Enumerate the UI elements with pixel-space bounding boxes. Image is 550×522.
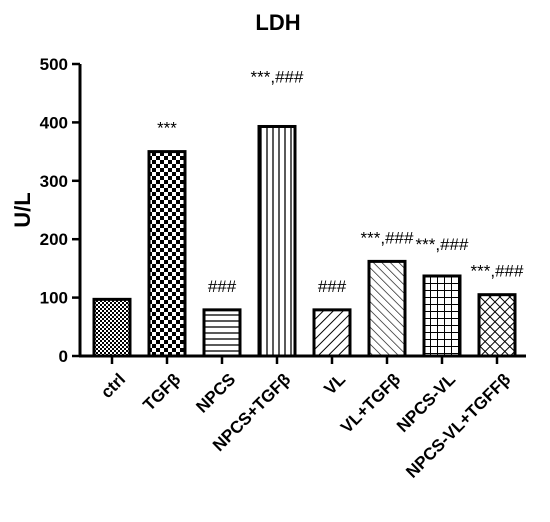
- category-label: ctrl: [97, 370, 129, 402]
- bars: [92, 124, 517, 358]
- bar-2: [202, 308, 242, 358]
- bar-6: [422, 274, 462, 358]
- chart-title: LDH: [255, 10, 300, 35]
- y-axis-label: U/L: [10, 192, 35, 227]
- significance-label: ***,###: [251, 67, 304, 86]
- category-label: VL: [320, 370, 349, 399]
- y-tick-label: 300: [40, 172, 68, 191]
- y-tick-label: 500: [40, 55, 68, 74]
- y-tick-label: 0: [59, 347, 68, 366]
- significance-label: ###: [208, 277, 237, 296]
- bar-0: [92, 297, 132, 358]
- bar-4: [312, 308, 352, 358]
- significance-label: ***: [157, 119, 177, 138]
- category-label: TGFβ: [139, 370, 184, 415]
- bar-3: [257, 124, 297, 358]
- category-label: NPCS-VL+TGFFβ: [402, 370, 514, 482]
- annotations: ***###***,######***,### ***,###***,###: [157, 67, 524, 295]
- y-tick-label: 200: [40, 230, 68, 249]
- category-label: NPCS: [192, 370, 239, 417]
- significance-label: ***,###: [416, 235, 469, 254]
- significance-label: ***,###: [361, 228, 414, 247]
- bar-1: [147, 150, 187, 358]
- significance-label: ***,###: [471, 262, 524, 281]
- bar-7: [477, 293, 517, 358]
- y-tick-label: 100: [40, 289, 68, 308]
- y-tick-label: 400: [40, 113, 68, 132]
- bar-5: [367, 259, 407, 358]
- significance-label: ###: [318, 277, 347, 296]
- category-label: VL+TGFβ: [337, 370, 404, 437]
